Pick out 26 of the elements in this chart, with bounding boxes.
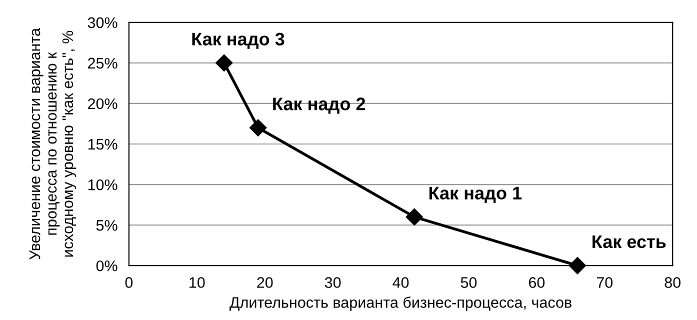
- x-tick-label: 80: [664, 277, 681, 288]
- y-tick-label: 20%: [88, 98, 118, 110]
- x-tick-label: 40: [392, 277, 409, 288]
- point: [250, 119, 267, 136]
- x-tick-label: 20: [257, 277, 273, 288]
- point: [406, 208, 423, 226]
- y-axis-title: Увеличение стоимости варианта процесса по отношению к исходному уровню "как есть", %: [30, 28, 76, 260]
- y-tick-label: 10%: [88, 179, 118, 190]
- y-tick-label: 15%: [88, 138, 118, 150]
- annotation: Как надо 3: [192, 32, 284, 49]
- x-tick-label: 60: [528, 277, 545, 288]
- annotation: Как надо 1: [429, 186, 522, 203]
- x-tick-label: 70: [596, 277, 613, 288]
- annotation: Как надо 2: [273, 98, 366, 114]
- y-tick-label: 0%: [96, 260, 118, 272]
- x-tick-label: 50: [460, 277, 477, 288]
- point: [568, 257, 586, 274]
- y-tick-label: 25%: [88, 58, 118, 69]
- x-tick-label: 30: [324, 277, 341, 288]
- point: [216, 54, 233, 72]
- y-tick-label: 30%: [88, 17, 118, 28]
- x-tick-label: 0: [125, 277, 133, 288]
- annotation: Как есть: [592, 236, 666, 248]
- x-tick-label: 10: [190, 277, 205, 288]
- x-axis-title: Длительность варианта бизнес-процесса, часов: [230, 296, 572, 311]
- y-tick-label: 5%: [96, 220, 118, 231]
